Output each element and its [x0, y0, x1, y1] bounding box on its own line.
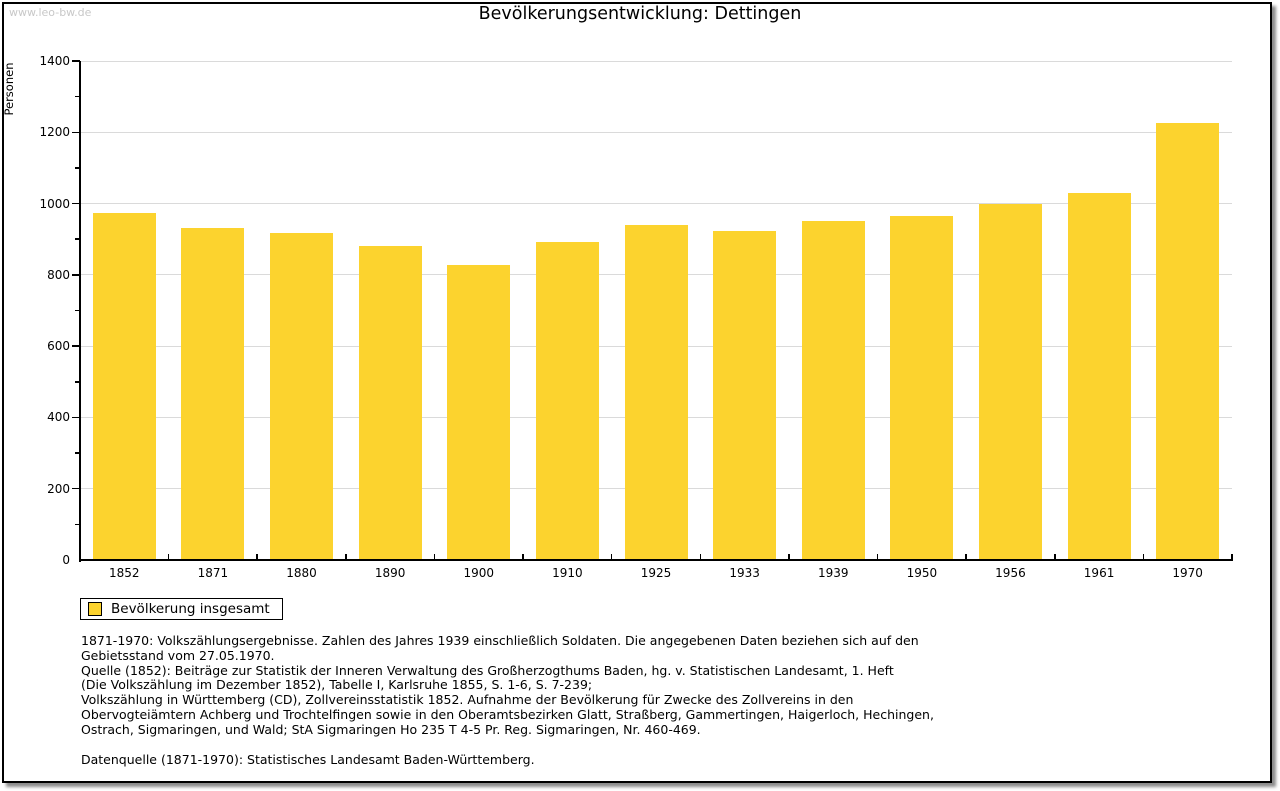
- y-tick-label: 200: [47, 481, 70, 496]
- x-boundary-tick: [345, 554, 347, 559]
- x-boundary-tick: [1231, 554, 1233, 559]
- x-tick-label: 1956: [995, 566, 1026, 580]
- y-major-tick: [72, 202, 80, 205]
- y-major-tick: [72, 345, 80, 347]
- x-boundary-tick: [610, 554, 613, 559]
- x-boundary-tick: [1054, 554, 1056, 559]
- x-tick-label: 1880: [286, 566, 317, 580]
- bar-1970: [1156, 123, 1220, 559]
- x-tick-label: 1939: [817, 566, 849, 580]
- y-gridline: [81, 131, 1232, 133]
- bar-1910: [535, 242, 599, 559]
- bar-1900: [447, 265, 511, 559]
- x-tick-label: 1910: [552, 566, 583, 580]
- x-tick-label: 1933: [729, 566, 760, 580]
- y-minor-tick: [75, 381, 80, 383]
- x-boundary-tick: [965, 554, 967, 559]
- x-tick-label: 1925: [640, 566, 672, 580]
- legend-box: Bevölkerung insgesamt: [80, 598, 283, 620]
- legend-color-swatch: [88, 602, 102, 616]
- y-tick-label: 0: [62, 553, 70, 567]
- x-boundary-tick: [1142, 554, 1145, 559]
- y-major-tick: [72, 131, 80, 134]
- y-major-tick: [72, 416, 80, 419]
- bar-1880: [270, 233, 334, 559]
- bar-1925: [624, 225, 688, 559]
- footnotes: 1871-1970: Volkszählungsergebnisse. Zahl…: [81, 633, 934, 767]
- y-tick-label: 1200: [39, 125, 70, 140]
- y-minor-tick: [75, 238, 80, 240]
- y-tick-label: 800: [47, 267, 70, 282]
- x-boundary-tick: [522, 554, 524, 559]
- y-axis-line: [79, 61, 81, 562]
- x-boundary-tick: [788, 554, 790, 559]
- x-tick-label: 1871: [197, 566, 229, 580]
- x-tick-label: 1890: [374, 566, 406, 580]
- bar-1939: [801, 221, 865, 559]
- y-tick-label: 1400: [39, 54, 70, 68]
- footnote-line: 1871-1970: Volkszählungsergebnisse. Zahl…: [81, 633, 919, 648]
- y-major-tick: [72, 487, 80, 490]
- y-gridline: [81, 60, 1232, 62]
- y-tick-label: 600: [47, 339, 70, 354]
- bar-1933: [713, 231, 777, 559]
- y-minor-tick: [75, 452, 80, 454]
- bar-1852: [92, 213, 156, 559]
- x-tick-label: 1900: [463, 566, 495, 580]
- y-tick-label: 1000: [39, 196, 70, 211]
- x-boundary-tick: [699, 554, 702, 559]
- x-boundary-tick: [433, 554, 436, 559]
- y-minor-tick: [75, 167, 80, 169]
- y-minor-tick: [75, 309, 80, 312]
- y-minor-tick: [75, 523, 80, 526]
- footnote-line: Quelle (1852): Beiträge zur Statistik de…: [81, 662, 894, 678]
- y-tick-label: 400: [47, 410, 70, 425]
- x-boundary-tick: [167, 554, 170, 559]
- datasource-line: Datenquelle (1871-1970): Statistisches L…: [81, 751, 535, 767]
- y-major-tick: [72, 60, 80, 62]
- y-gridline: [81, 203, 1232, 205]
- footnote-line: Gebietsstand vom 27.05.1970.: [81, 647, 275, 663]
- bar-1956: [978, 204, 1042, 559]
- x-boundary-tick: [876, 554, 879, 559]
- y-minor-tick: [75, 95, 80, 98]
- y-axis-label: Personen: [2, 62, 16, 116]
- chart-title: Bevölkerungsentwicklung: Dettingen: [478, 4, 802, 24]
- bar-1961: [1067, 193, 1131, 559]
- x-tick-label: 1852: [109, 566, 140, 580]
- bar-1950: [890, 216, 954, 559]
- bar-1871: [181, 228, 245, 559]
- legend-label: Bevölkerung insgesamt: [111, 601, 270, 617]
- watermark-text: www.leo-bw.de: [9, 6, 92, 19]
- x-tick-label: 1950: [906, 566, 938, 580]
- x-boundary-tick: [256, 554, 258, 559]
- footnote-line: Obervogteiämtern Achberg und Trochtelfin…: [81, 706, 934, 722]
- x-axis-line: [79, 559, 1233, 561]
- x-tick-label: 1970: [1172, 566, 1203, 580]
- footnote-line: Volkszählung in Württemberg (CD), Zollve…: [81, 692, 854, 708]
- bar-1890: [358, 246, 422, 559]
- y-major-tick: [72, 274, 80, 276]
- x-tick-label: 1961: [1083, 566, 1115, 580]
- footnote-line: (Die Volkszählung im Dezember 1852), Tab…: [81, 677, 593, 693]
- footnote-line: Ostrach, Sigmaringen, und Wald; StA Sigm…: [81, 721, 701, 737]
